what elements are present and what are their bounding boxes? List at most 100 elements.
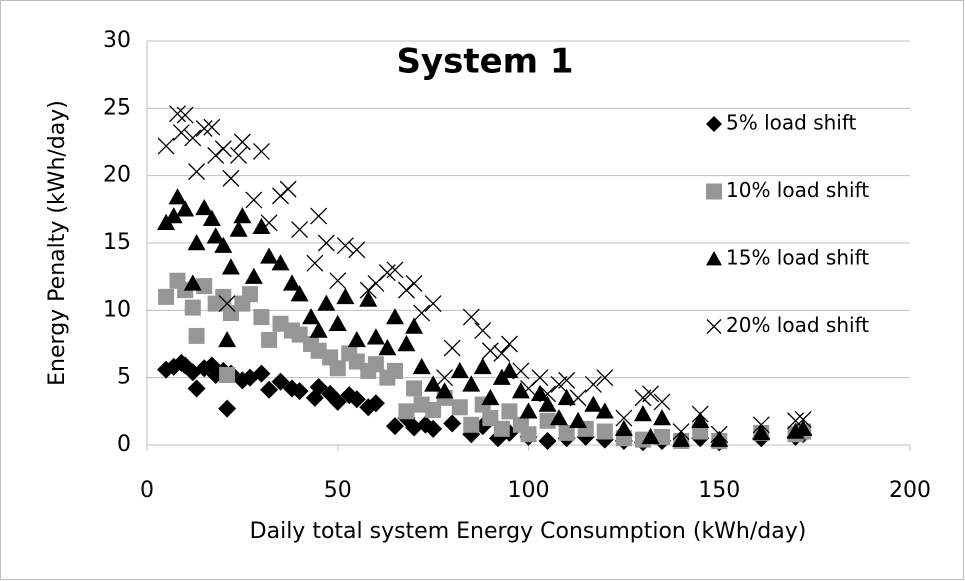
point	[710, 425, 728, 443]
point	[474, 322, 492, 339]
y-tick-label: 25	[103, 95, 131, 120]
point	[653, 409, 672, 426]
point	[520, 426, 537, 443]
point	[367, 356, 384, 373]
point	[252, 217, 271, 235]
point	[462, 375, 481, 392]
point	[260, 214, 278, 232]
y-tick-label: 30	[103, 28, 131, 53]
point	[328, 392, 347, 411]
point	[336, 237, 354, 255]
legend-label: 20% load shift	[726, 313, 869, 337]
point	[188, 327, 205, 344]
point	[219, 366, 236, 383]
point	[218, 295, 236, 313]
point	[203, 118, 221, 136]
point	[634, 389, 652, 407]
point	[329, 360, 346, 377]
point	[261, 331, 278, 348]
point	[317, 234, 335, 252]
point	[291, 221, 309, 238]
point	[539, 385, 557, 403]
point	[347, 330, 366, 348]
point	[584, 375, 602, 393]
point	[500, 361, 519, 379]
point	[511, 382, 530, 399]
point	[317, 294, 336, 311]
y-tick-label: 10	[103, 297, 131, 322]
legend-label: 5% load shift	[726, 111, 857, 135]
point	[398, 403, 415, 420]
point	[473, 357, 492, 375]
point	[538, 431, 557, 450]
point	[302, 308, 321, 325]
point	[233, 207, 252, 224]
point	[169, 105, 186, 123]
point	[329, 272, 347, 290]
point	[378, 339, 397, 356]
point	[531, 369, 549, 387]
point	[481, 342, 499, 360]
point	[309, 321, 328, 338]
point	[595, 402, 614, 419]
point	[435, 382, 454, 399]
point	[752, 416, 770, 434]
point	[424, 419, 443, 438]
point	[218, 399, 237, 418]
legend-marker	[706, 183, 722, 200]
point	[310, 207, 328, 225]
point	[385, 308, 404, 325]
point	[538, 395, 557, 412]
point	[282, 274, 301, 291]
point	[641, 427, 660, 445]
point	[405, 317, 424, 334]
point	[253, 309, 270, 326]
point	[233, 133, 251, 151]
point	[512, 362, 530, 380]
point	[244, 267, 263, 284]
legend-marker	[706, 319, 722, 334]
y-tick-label: 15	[103, 230, 131, 255]
x-tick-label: 50	[324, 478, 352, 503]
point	[230, 147, 248, 164]
point	[596, 369, 614, 387]
point	[359, 290, 378, 307]
point	[596, 423, 613, 440]
point	[642, 385, 660, 403]
point	[424, 295, 442, 313]
point	[215, 288, 232, 305]
point	[188, 163, 206, 181]
point	[176, 106, 194, 124]
point	[157, 137, 175, 155]
point	[787, 412, 805, 430]
point	[290, 382, 309, 401]
point	[347, 390, 366, 409]
point	[214, 140, 232, 158]
point	[348, 241, 366, 259]
point	[463, 416, 480, 433]
point	[794, 410, 812, 428]
point	[260, 380, 279, 399]
point	[386, 261, 404, 279]
point	[309, 378, 328, 397]
point	[195, 120, 213, 137]
point	[614, 419, 633, 437]
point	[252, 142, 270, 160]
point	[202, 209, 221, 226]
point	[221, 258, 240, 275]
point	[462, 308, 480, 326]
point	[366, 328, 385, 345]
point	[424, 375, 443, 392]
legend-marker	[706, 116, 722, 132]
point	[206, 227, 225, 244]
point	[187, 379, 206, 398]
point	[290, 285, 309, 302]
point	[710, 430, 729, 447]
point	[328, 314, 347, 331]
y-axis-label: Energy Penalty (kWh/day)	[45, 100, 70, 386]
x-axis-label: Daily total system Energy Consumption (k…	[250, 519, 807, 544]
point	[184, 299, 201, 316]
point	[519, 402, 538, 419]
point	[450, 361, 469, 379]
point	[406, 380, 423, 397]
